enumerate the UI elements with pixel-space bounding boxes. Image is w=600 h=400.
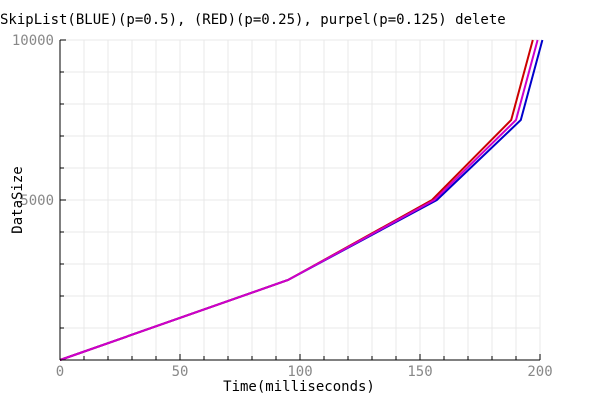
ticks: 0 50 100 150 200 5000 10000 bbox=[12, 33, 553, 380]
x-tick-label: 50 bbox=[172, 364, 189, 380]
y-axis-label: DataSize bbox=[10, 166, 26, 233]
x-tick-label: 200 bbox=[527, 364, 552, 380]
grid bbox=[60, 39, 541, 360]
y-tick-label: 5000 bbox=[20, 193, 54, 209]
y-tick-label: 10000 bbox=[12, 33, 54, 49]
x-tick-label: 0 bbox=[56, 364, 64, 380]
series-layer bbox=[59, 39, 544, 361]
x-axis-label: Time(milliseconds) bbox=[223, 379, 375, 395]
series-line-2 bbox=[59, 39, 539, 361]
x-tick-label: 100 bbox=[287, 364, 312, 380]
x-tick-label: 150 bbox=[407, 364, 432, 380]
chart-title: SkipList(BLUE)(p=0.5), (RED)(p=0.25), pu… bbox=[0, 12, 506, 28]
